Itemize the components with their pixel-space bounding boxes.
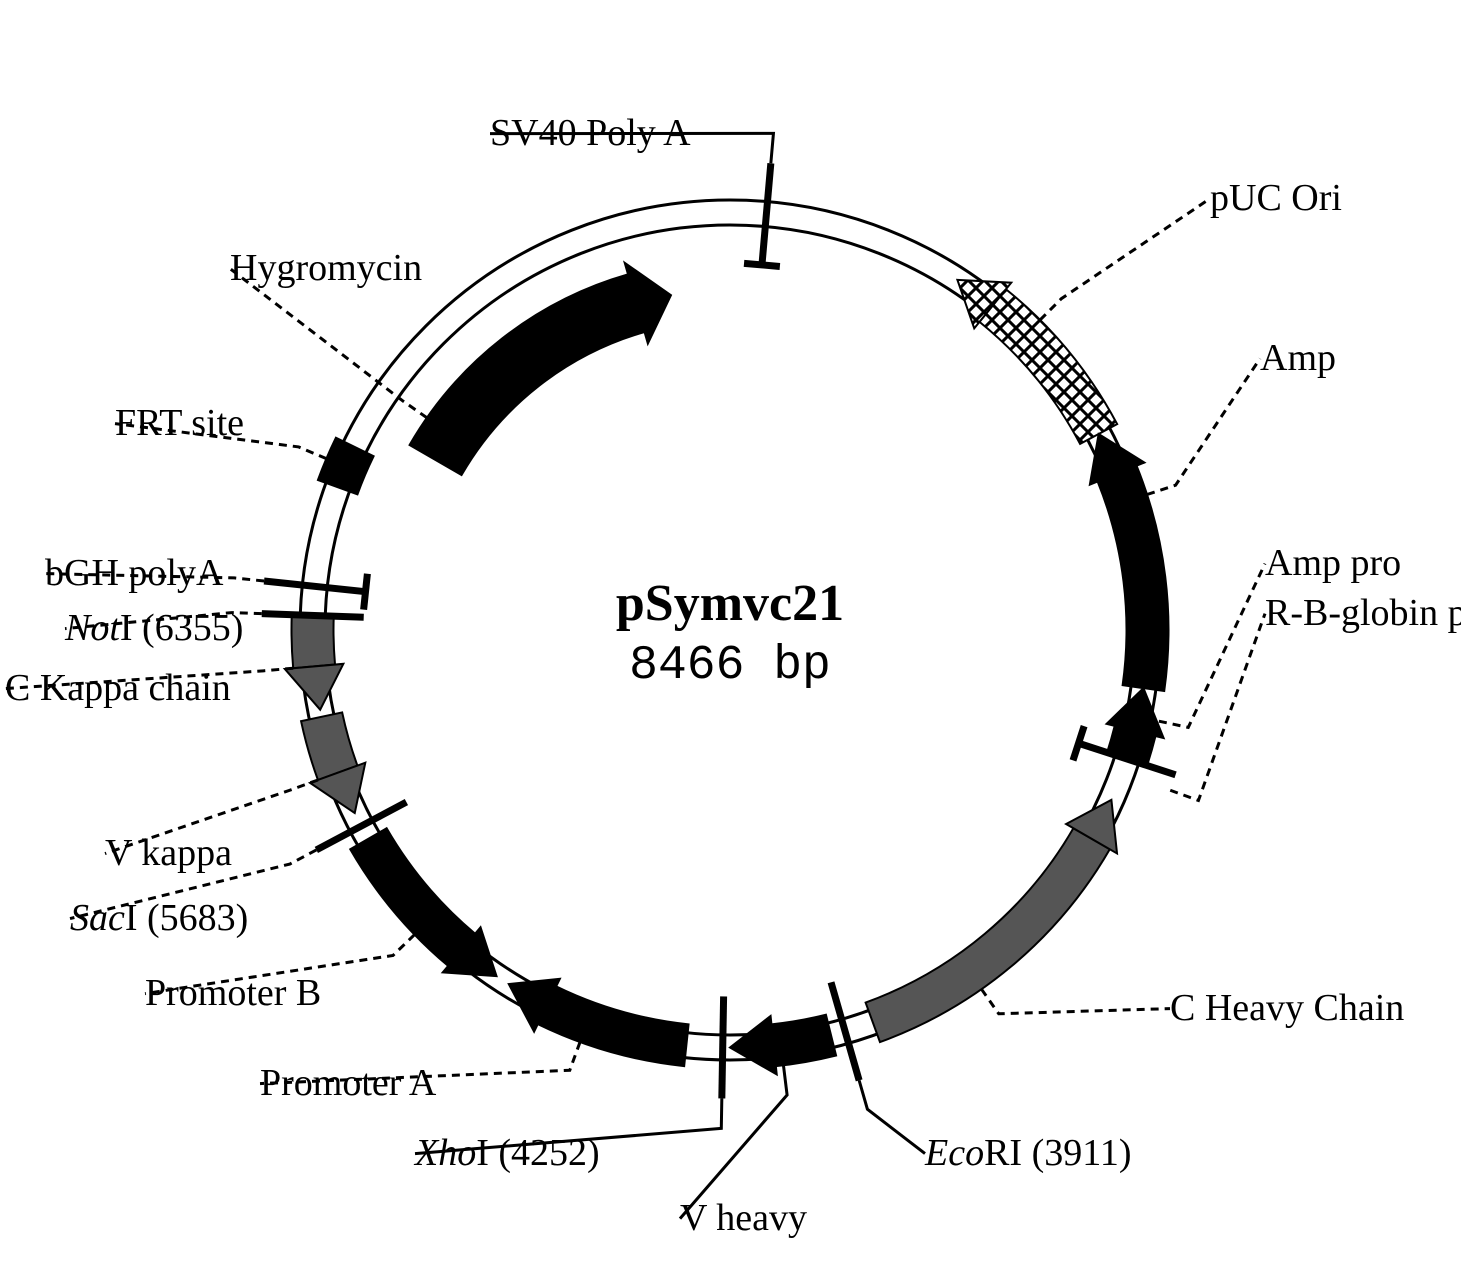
feature-hygromycin: Hygromycin: [230, 247, 671, 475]
feature-label-xhoi: XhoI (4252): [413, 1132, 600, 1174]
feature-frt_site: FRT site: [115, 402, 374, 494]
feature-label-ecori: EcoRI (3911): [924, 1132, 1131, 1174]
feature-label-sv40_polya: SV40 Poly A: [490, 112, 691, 154]
feature-bgh_polya: bGH polyA: [45, 552, 367, 610]
feature-label-puc_ori: pUC Ori: [1210, 177, 1342, 219]
feature-label-amp_pro: Amp pro: [1265, 542, 1401, 584]
feature-amp: Amp: [1090, 337, 1336, 691]
feature-sv40_polya: SV40 Poly A: [490, 112, 780, 266]
feature-puc_ori: pUC Ori: [957, 177, 1342, 444]
feature-label-c_kappa: C Kappa chain: [5, 667, 231, 709]
feature-label-promoter_a: Promoter A: [260, 1062, 437, 1104]
feature-v_heavy: V heavy: [680, 1015, 836, 1239]
feature-label-bgh_polya: bGH polyA: [45, 552, 224, 594]
plasmid-name: pSymvc21: [616, 575, 844, 632]
feature-label-rb_globin: R-B-globin pA: [1265, 592, 1461, 634]
feature-label-v_heavy: V heavy: [680, 1197, 807, 1239]
plasmid-size: 8466 bp: [629, 639, 831, 693]
feature-label-c_heavy: C Heavy Chain: [1170, 987, 1404, 1029]
feature-label-noti: NotI (6355): [64, 607, 243, 649]
feature-promoter_a: Promoter A: [260, 979, 689, 1104]
feature-label-saci: SacI (5683): [70, 897, 248, 939]
feature-label-v_kappa: V kappa: [105, 832, 232, 874]
feature-label-promoter_b: Promoter B: [145, 972, 321, 1014]
feature-label-frt_site: FRT site: [115, 402, 244, 444]
feature-c_heavy: C Heavy Chain: [866, 800, 1405, 1042]
feature-label-hygromycin: Hygromycin: [230, 247, 422, 289]
feature-v_kappa: V kappa: [105, 712, 365, 874]
feature-label-amp: Amp: [1260, 337, 1336, 379]
